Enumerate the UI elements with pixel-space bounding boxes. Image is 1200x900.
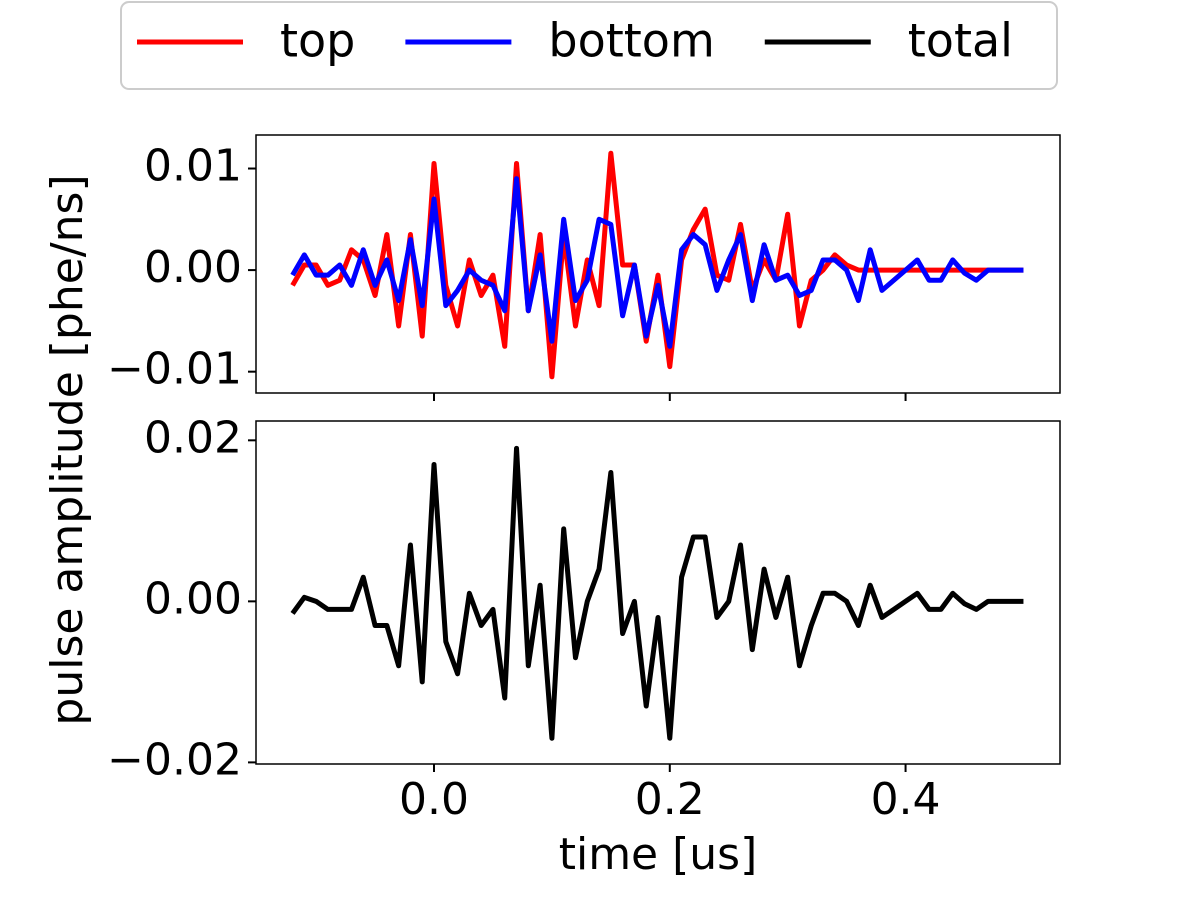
- y-axis-label: pulse amplitude [phe/ns]: [42, 174, 93, 725]
- x-axis-label: time [us]: [559, 829, 758, 880]
- axes-frame: [255, 420, 1061, 765]
- legend-label: bottom: [548, 14, 714, 68]
- x-tick-label: 0.4: [871, 774, 941, 825]
- series-line: [290, 445, 1024, 741]
- x-tick-label: 0.0: [399, 774, 469, 825]
- legend-frame: [120, 1, 1058, 90]
- y-tick-label: 0.02: [144, 412, 242, 463]
- legend-label: total: [908, 14, 1013, 68]
- axes-frame: [255, 134, 1061, 394]
- x-tick-label: 0.2: [635, 774, 705, 825]
- y-tick-label: 0.00: [144, 242, 242, 293]
- legend: top bottom total: [137, 14, 1013, 68]
- y-tick-label: 0.01: [144, 141, 242, 192]
- y-tick-label: −0.01: [107, 344, 242, 395]
- series-line: [290, 176, 1024, 349]
- y-tick-label: −0.02: [107, 734, 242, 785]
- legend-label: top: [280, 14, 355, 68]
- y-tick-label: 0.00: [144, 573, 242, 624]
